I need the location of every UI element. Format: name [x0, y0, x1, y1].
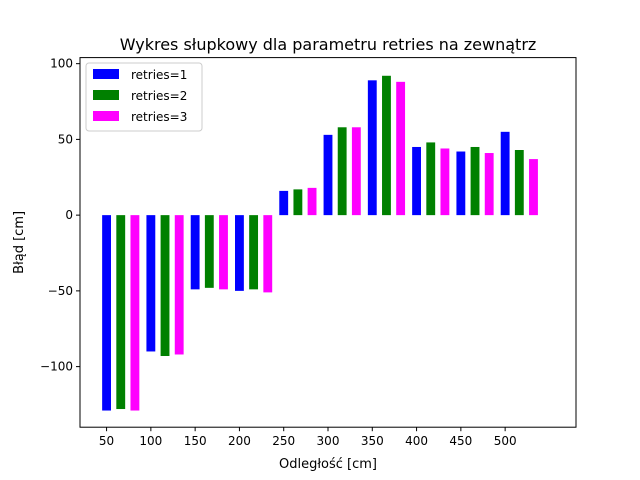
bar-retries-2-250: [293, 189, 303, 216]
x-tick-label: 100: [139, 434, 162, 448]
bar-retries-2-200: [249, 215, 259, 290]
bar-retries-1-250: [279, 190, 289, 216]
bar-retries-1-100: [146, 215, 156, 352]
bar-retries-3-50: [130, 215, 140, 411]
bar-retries-3-500: [529, 159, 538, 216]
x-tick-label: 300: [317, 434, 340, 448]
x-tick-label: 500: [494, 434, 517, 448]
bar-retries-2-350: [382, 75, 391, 216]
legend-label: retries=1: [131, 68, 187, 82]
legend-swatch: [93, 90, 119, 100]
bar-retries-1-50: [102, 215, 111, 411]
bar-retries-3-100: [174, 215, 184, 355]
legend-swatch: [93, 111, 119, 121]
bar-retries-2-500: [514, 150, 524, 216]
x-tick-label: 50: [99, 434, 114, 448]
x-tick-label: 200: [228, 434, 251, 448]
bar-retries-1-350: [367, 80, 377, 216]
bar-retries-2-400: [426, 142, 436, 216]
x-tick-label: 450: [449, 434, 472, 448]
bars-group: [102, 75, 538, 411]
legend: retries=1 retries=2 retries=3: [85, 62, 203, 132]
x-tick-label: 400: [405, 434, 428, 448]
bar-retries-1-500: [500, 131, 510, 216]
bar-retries-3-150: [219, 215, 228, 290]
y-axis-ticks: 100 50 0 −50 −100: [40, 57, 80, 374]
bar-retries-1-300: [323, 134, 333, 216]
y-tick-label: 0: [65, 208, 73, 222]
bar-retries-2-100: [160, 215, 170, 357]
y-tick-label: 100: [50, 57, 73, 71]
y-tick-label: 50: [58, 132, 73, 146]
bar-retries-1-400: [412, 146, 421, 216]
legend-swatch: [93, 69, 119, 79]
bar-retries-1-150: [190, 215, 200, 290]
bar-retries-2-150: [204, 215, 214, 288]
bar-retries-3-300: [351, 127, 361, 216]
bar-retries-3-450: [484, 153, 494, 216]
x-tick-label: 350: [361, 434, 384, 448]
y-tick-label: −100: [40, 360, 73, 374]
x-axis-ticks: 50 100 150 200 250 300 350 400 450 500: [99, 427, 517, 448]
x-tick-label: 250: [272, 434, 295, 448]
bar-retries-1-200: [235, 215, 244, 291]
y-axis-label: Błąd [cm]: [12, 211, 27, 274]
legend-label: retries=2: [131, 89, 187, 103]
bar-retries-3-200: [263, 215, 273, 293]
x-tick-label: 150: [184, 434, 207, 448]
bar-retries-2-450: [470, 146, 480, 216]
y-tick-label: −50: [48, 284, 73, 298]
bar-retries-3-400: [440, 148, 450, 216]
bar-retries-2-300: [337, 127, 347, 216]
bar-retries-1-450: [456, 151, 466, 216]
bar-retries-3-250: [307, 187, 317, 216]
bar-retries-3-350: [396, 81, 406, 216]
x-axis-label: Odległość [cm]: [279, 457, 377, 472]
chart-title: Wykres słupkowy dla parametru retries na…: [120, 35, 537, 54]
legend-label: retries=3: [131, 110, 187, 124]
bar-retries-2-50: [116, 215, 126, 410]
